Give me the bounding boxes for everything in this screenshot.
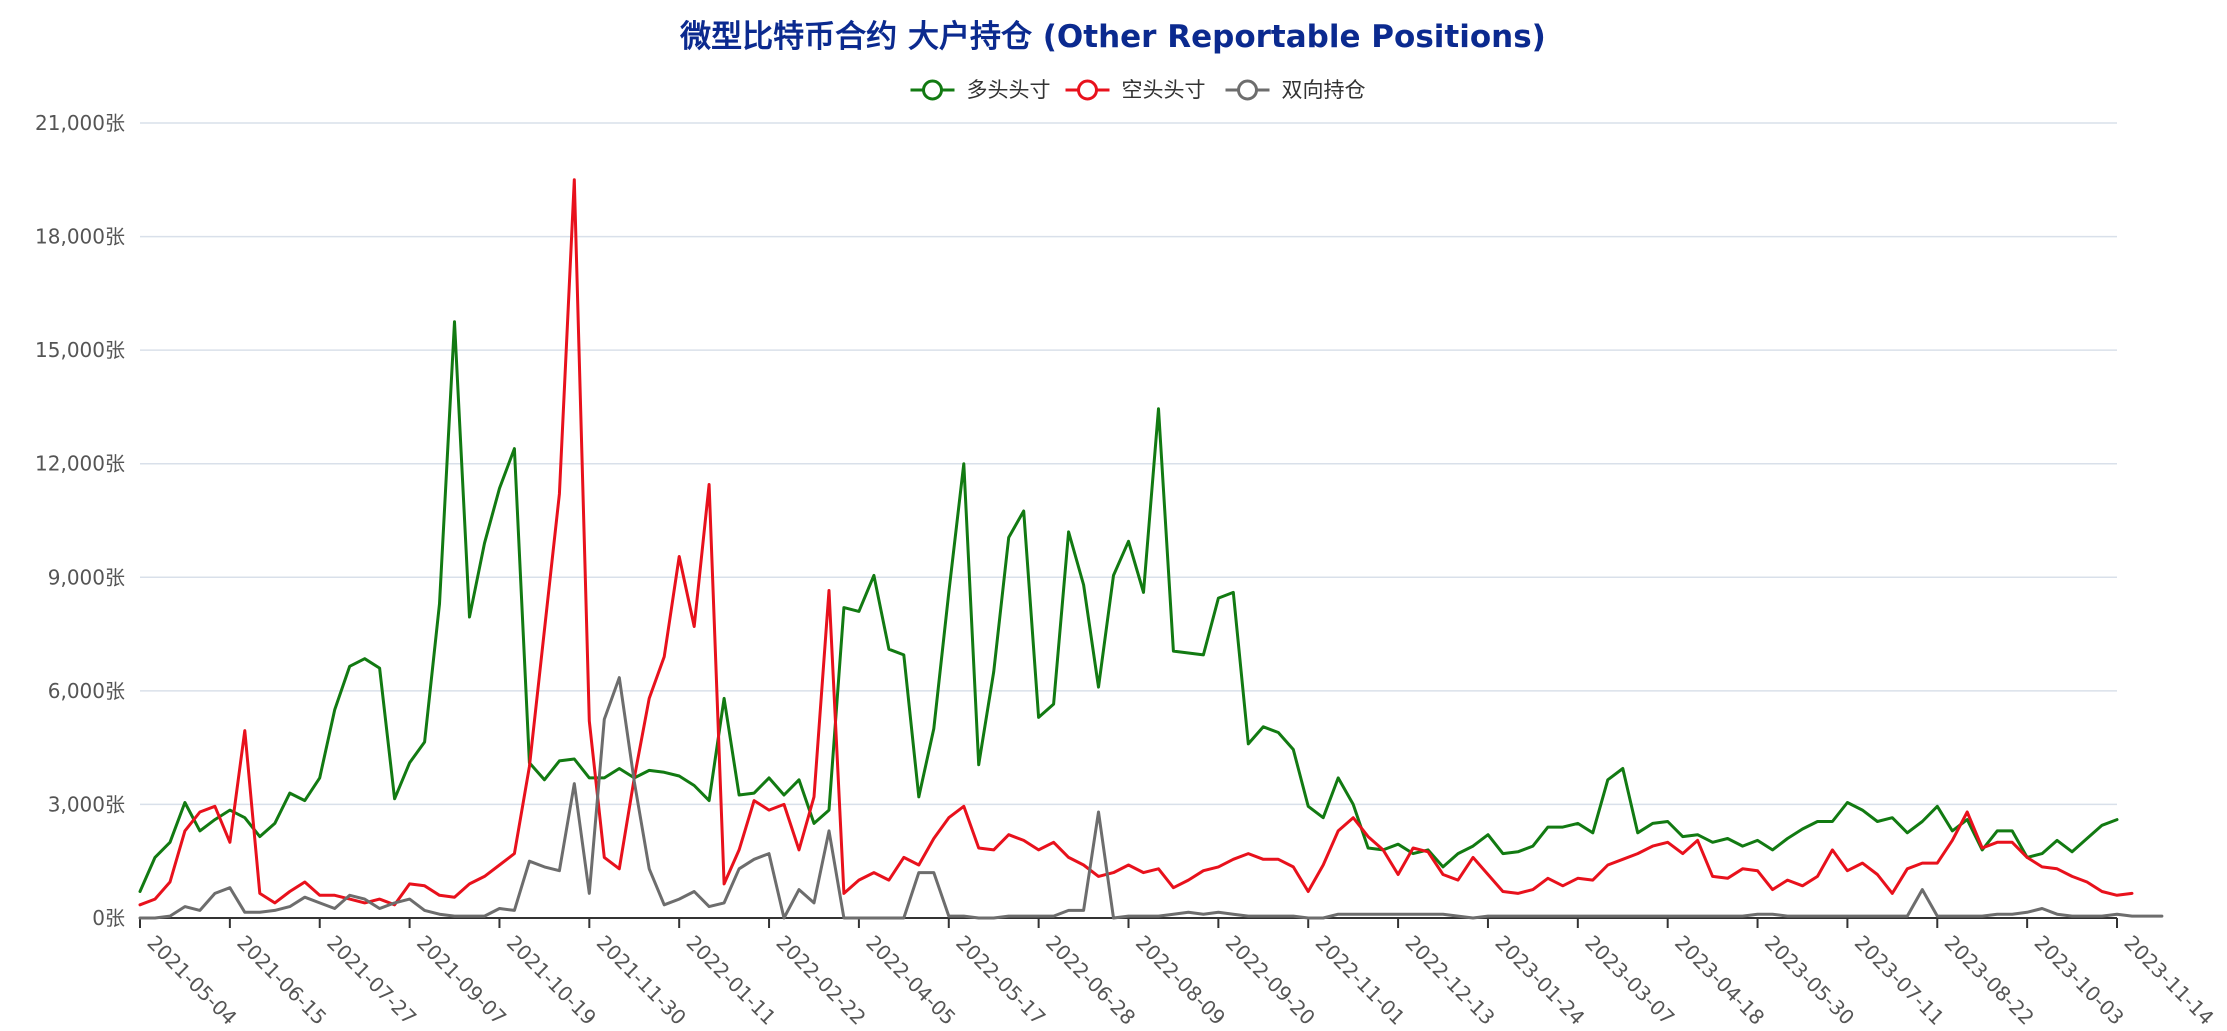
legend-item-3[interactable]: 双向持仓 <box>1225 78 1366 102</box>
x-tick-label: 2022-05-17 <box>951 931 1050 1030</box>
legend-label: 空头头寸 <box>1122 78 1206 102</box>
chart-title: 微型比特币合约 大户持仓 (Other Reportable Positions… <box>679 19 1546 55</box>
x-tick-label: 2021-06-15 <box>232 931 331 1030</box>
x-tick-label: 2022-12-13 <box>1401 931 1500 1030</box>
x-tick-label: 2022-01-11 <box>682 931 781 1030</box>
x-tick-label: 2023-10-03 <box>2030 931 2129 1030</box>
x-tick-label: 2021-11-30 <box>592 931 691 1030</box>
series-line-2 <box>138 178 2134 907</box>
legend[interactable]: 多头头寸 空头头寸 双向持仓 <box>910 78 1366 102</box>
y-tick-label: 0张 <box>92 906 125 930</box>
x-tick-label: 2023-04-18 <box>1670 931 1769 1030</box>
x-tick-label: 2021-10-19 <box>502 931 601 1030</box>
y-tick-label: 12,000张 <box>35 452 125 476</box>
x-tick-label: 2023-08-22 <box>1940 931 2039 1030</box>
x-tick-label: 2023-03-07 <box>1580 931 1679 1030</box>
y-tick-label: 6,000张 <box>48 679 125 703</box>
x-tick-label: 2023-11-14 <box>2119 931 2218 1030</box>
x-tick-label: 2023-05-30 <box>1760 931 1859 1030</box>
x-tick-label: 2021-05-04 <box>142 931 241 1030</box>
x-tick-label: 2022-08-09 <box>1131 931 1230 1030</box>
x-tick-label: 2023-07-11 <box>1850 931 1949 1030</box>
grid-lines <box>140 122 2117 806</box>
x-tick-label: 2022-04-05 <box>861 931 960 1030</box>
y-tick-label: 21,000张 <box>35 111 125 135</box>
y-tick-label: 3,000张 <box>48 792 125 816</box>
y-axis: 0张 3,000张 6,000张 9,000张 12,000张 15,000张 18,000… <box>35 111 125 930</box>
y-tick-label: 15,000张 <box>35 338 125 362</box>
x-tick-label: 2021-07-27 <box>322 931 421 1030</box>
x-tick-label: 2022-09-20 <box>1221 931 1320 1030</box>
legend-circle-marker <box>1077 79 1098 101</box>
legend-item-1[interactable]: 多头头寸 <box>910 78 1051 102</box>
legend-label: 多头头寸 <box>967 78 1051 102</box>
legend-circle-marker <box>922 79 943 101</box>
series-line-3 <box>138 676 2164 920</box>
legend-label: 双向持仓 <box>1282 78 1366 102</box>
y-tick-label: 9,000张 <box>48 565 125 589</box>
legend-circle-marker <box>1237 79 1258 101</box>
x-tick-label: 2022-06-28 <box>1041 931 1140 1030</box>
x-tick-label: 2022-02-22 <box>772 931 871 1030</box>
x-tick-label: 2022-11-01 <box>1311 931 1410 1030</box>
series-lines <box>138 178 2164 920</box>
x-axis: 2021-05-042021-06-152021-07-272021-09-07… <box>139 917 2219 1030</box>
legend-item-2[interactable]: 空头头寸 <box>1065 78 1206 102</box>
series-line-1 <box>138 320 2119 893</box>
y-tick-label: 18,000张 <box>35 225 125 249</box>
x-tick-label: 2021-09-07 <box>412 931 511 1030</box>
x-tick-label: 2023-01-24 <box>1490 931 1589 1030</box>
